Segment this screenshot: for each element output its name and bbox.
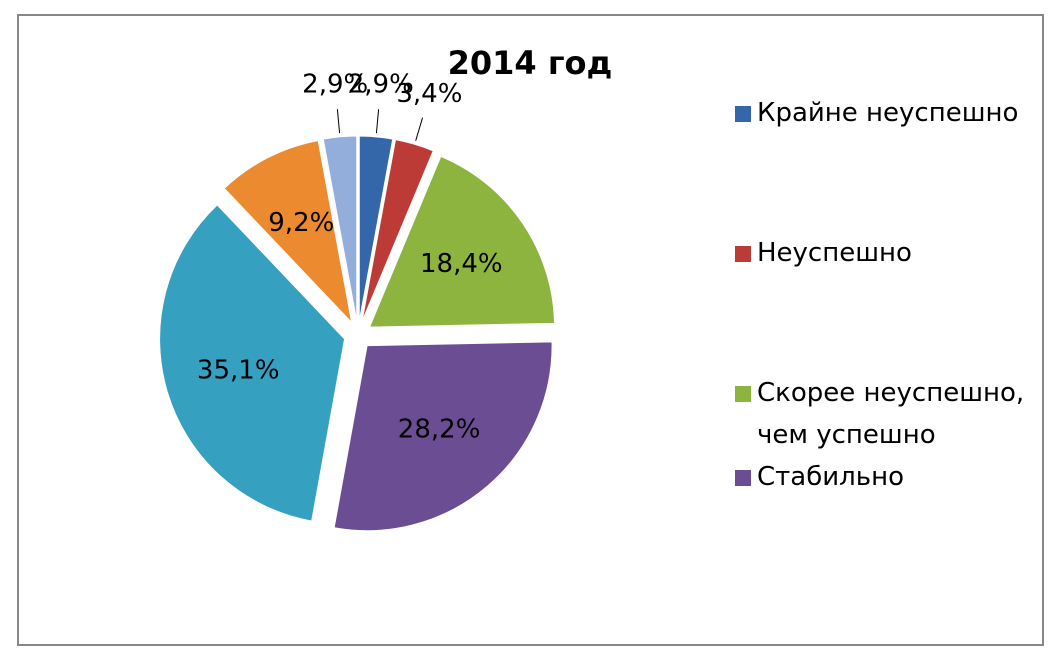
legend-label: Неуспешно: [757, 238, 912, 268]
pie-slice: [223, 139, 353, 325]
data-label: 9,2%: [268, 208, 334, 238]
data-label: 28,2%: [398, 415, 481, 445]
pie-slice: [361, 139, 434, 322]
pie-slice: [358, 135, 394, 322]
legend-item: Неуспешно: [735, 232, 1035, 274]
pie-slice: [159, 204, 346, 522]
legend-swatch: [735, 106, 751, 122]
legend-item: Стабильно: [735, 456, 1035, 498]
legend-swatch: [735, 470, 751, 486]
legend: Крайне неуспешно Неуспешно Скорее неуспешн…: [735, 92, 1035, 596]
data-label: 18,4%: [420, 249, 503, 279]
data-label: 2,9%: [348, 70, 414, 100]
pie-slice: [368, 155, 556, 328]
legend-item: Крайне неуспешно: [735, 92, 1035, 134]
data-label: 35,1%: [197, 355, 280, 385]
legend-label: Стабильно: [757, 462, 905, 492]
chart-title: 2014 год: [448, 44, 613, 82]
pie-slice: [333, 341, 553, 532]
legend-item: Скорее неуспешно, чем успешно: [735, 372, 1035, 456]
leader-line: [336, 109, 341, 134]
pie-slice: [322, 135, 358, 322]
legend-swatch: [735, 246, 751, 262]
legend-swatch: [735, 386, 751, 402]
leader-line: [375, 109, 380, 134]
legend-label: Крайне неуспешно: [757, 98, 1019, 128]
data-label: 2,9%: [302, 70, 368, 100]
data-label: 3,4%: [396, 79, 462, 109]
leader-line: [415, 117, 424, 141]
legend-label: Скорее неуспешно, чем успешно: [757, 378, 1025, 450]
